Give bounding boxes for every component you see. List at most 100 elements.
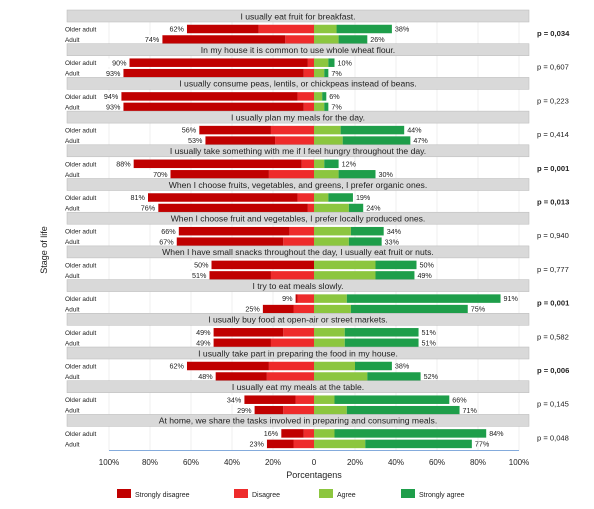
question-group: I usually eat fruit for breakfast. Older … <box>65 9 570 44</box>
legend-label: Agree <box>337 492 356 499</box>
row-label: Older adult <box>65 94 96 101</box>
question-title-bar <box>66 43 530 56</box>
data-label: 75% <box>471 305 486 314</box>
question-group: I try to eat meals slowly. Older adult 9% 9… <box>65 279 570 314</box>
bar-strongly-agree <box>375 271 415 280</box>
table-row: Older adult 94% 6% <box>65 92 340 101</box>
question-title: I usually consume peas, lentils, or chic… <box>179 79 416 89</box>
table-row: Older adult 81% 19% <box>65 193 371 202</box>
bar-disagree <box>285 35 314 44</box>
row-label: Older adult <box>65 431 96 438</box>
p-value: p = 0,582 <box>537 332 569 341</box>
bar-strongly-disagree <box>211 260 314 270</box>
bar-disagree <box>275 136 314 145</box>
table-row: Adult 25% 75% <box>65 305 486 314</box>
label-bg <box>100 92 122 101</box>
legend-item: Strongly disagree <box>117 489 190 499</box>
label-bg <box>241 304 263 314</box>
bar-strongly-disagree <box>123 102 304 112</box>
data-label: 66% <box>161 227 176 236</box>
p-value: p = 0,223 <box>537 96 569 105</box>
bar-agree <box>314 24 337 34</box>
x-tick-label: 40% <box>388 458 404 467</box>
bar-agree <box>314 361 355 371</box>
bar-strongly-agree <box>346 405 460 415</box>
data-label: 62% <box>170 362 185 371</box>
data-label: 6% <box>329 92 340 101</box>
row-label: Adult <box>65 172 80 179</box>
table-row: Older adult 62% 38% <box>65 25 410 34</box>
data-label: 26% <box>370 35 385 44</box>
row-label: Adult <box>65 71 80 78</box>
p-value: p = 0,777 <box>537 265 569 274</box>
data-label: 93% <box>106 103 121 112</box>
bar-strongly-agree <box>348 203 364 213</box>
p-value: p = 0,145 <box>537 400 569 409</box>
bar-agree <box>314 328 345 337</box>
row-label: Older adult <box>65 296 96 303</box>
bar-disagree <box>270 125 314 135</box>
x-tick-label: 0 <box>312 458 317 467</box>
table-row: Adult 74% 26% <box>65 35 385 44</box>
bar-strongly-agree <box>375 260 417 270</box>
data-label: 93% <box>106 69 121 78</box>
bar-strongly-agree <box>324 102 329 112</box>
bar-strongly-agree <box>344 328 419 337</box>
bar-strongly-disagree <box>281 429 304 438</box>
bar-agree <box>314 58 329 67</box>
legend-swatch <box>319 489 333 498</box>
bar-strongly-agree <box>334 429 487 438</box>
table-row: Older adult 50% 50% <box>65 261 434 270</box>
data-label: 94% <box>104 92 119 101</box>
table-row: Adult 76% 24% <box>65 204 381 213</box>
data-label: 50% <box>420 261 435 270</box>
data-label: 25% <box>245 305 260 314</box>
bar-strongly-agree <box>342 136 411 145</box>
table-row: Older adult 16% 84% <box>65 429 504 438</box>
p-value: p = 0,001 <box>537 299 570 308</box>
data-label: 49% <box>196 338 211 347</box>
question-title-bar <box>66 245 530 259</box>
bar-strongly-disagree <box>147 193 298 202</box>
data-label: 51% <box>422 338 437 347</box>
question-title: I usually eat fruit for breakfast. <box>240 11 355 21</box>
bar-strongly-disagree <box>209 271 271 280</box>
question-title: When I choose fruits, vegetables, and gr… <box>169 180 427 190</box>
bar-strongly-disagree <box>133 159 302 169</box>
data-label: 91% <box>504 294 519 303</box>
question-title-bar <box>66 279 530 292</box>
label-bg <box>137 203 159 213</box>
row-label: Older adult <box>65 60 96 67</box>
bar-agree <box>314 338 345 348</box>
question-group: I usually buy food at open-air or street… <box>65 313 569 347</box>
question-title: I usually take something with me if I fe… <box>170 146 426 156</box>
bar-disagree <box>283 328 314 337</box>
p-value: p = 0,001 <box>537 164 570 173</box>
bar-strongly-disagree <box>170 170 269 179</box>
p-value: p = 0,607 <box>537 63 569 72</box>
data-label: 88% <box>116 159 131 168</box>
bar-disagree <box>283 237 314 246</box>
question-title: In my house it is common to use whole wh… <box>201 45 395 55</box>
bar-agree <box>314 68 325 78</box>
row-label: Older adult <box>65 128 96 135</box>
bar-strongly-agree <box>334 395 450 404</box>
data-label: 16% <box>264 429 279 438</box>
data-label: 23% <box>249 440 264 449</box>
question-title: When I choose fruit and vegetables, I pr… <box>171 214 426 224</box>
bar-strongly-agree <box>328 58 335 67</box>
bar-agree <box>314 92 323 101</box>
data-label: 56% <box>182 126 197 135</box>
bar-strongly-agree <box>338 170 376 179</box>
bar-strongly-disagree <box>266 439 294 449</box>
row-label: Older adult <box>65 229 96 236</box>
bar-strongly-agree <box>350 226 384 236</box>
bar-strongly-disagree <box>254 405 284 415</box>
bar-agree <box>314 35 339 44</box>
row-label: Adult <box>65 239 80 246</box>
p-value: p = 0,414 <box>537 130 569 139</box>
label-bg <box>157 226 179 236</box>
bar-strongly-agree <box>340 125 405 135</box>
data-label: 10% <box>338 58 353 67</box>
